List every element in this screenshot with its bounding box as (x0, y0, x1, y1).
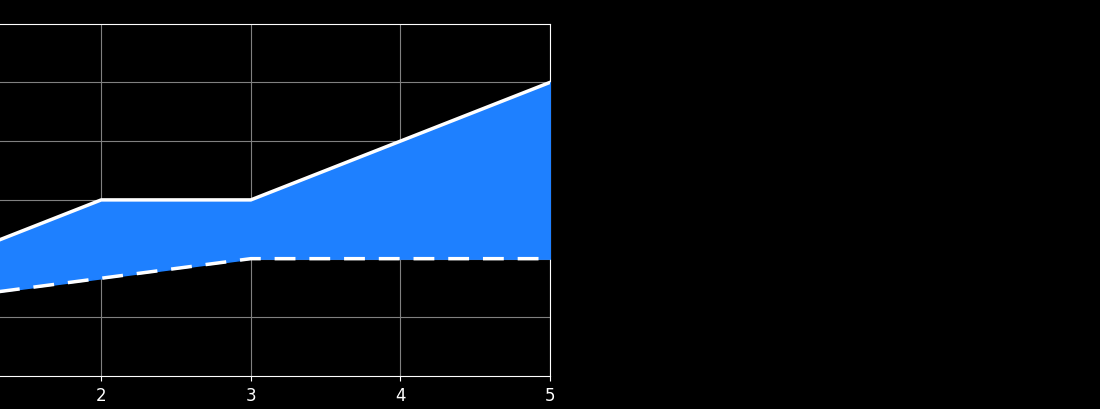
Text: KEY:: KEY: (800, 104, 850, 124)
Text: = OBJECT  B: = OBJECT B (862, 242, 972, 260)
Text: = OBJECT  A: = OBJECT A (862, 171, 972, 189)
